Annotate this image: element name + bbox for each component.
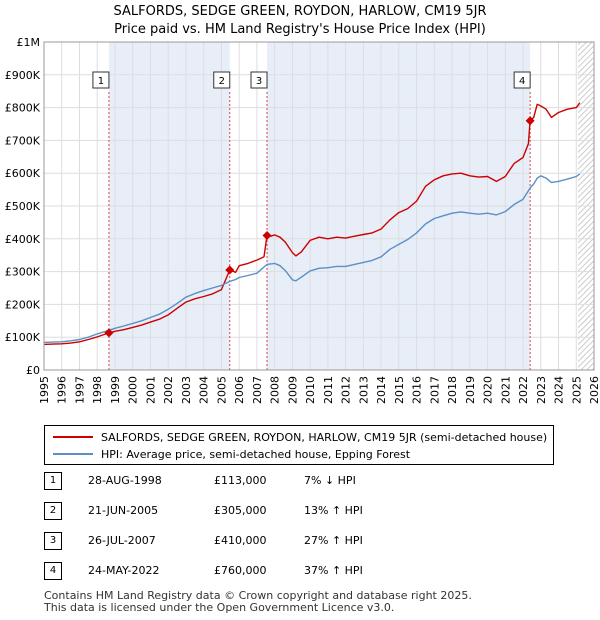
sale-label-text: 3 [256,76,262,87]
sale-row: 1 28-AUG-1998 £113,000 7% ↓ HPI [44,472,444,490]
y-tick-label: £700K [5,134,41,147]
footer-license: This data is licensed under the Open Gov… [44,601,395,614]
sale-row: 4 24-MAY-2022 £760,000 37% ↑ HPI [44,562,444,580]
footer-copyright: Contains HM Land Registry data © Crown c… [44,589,472,602]
sale-number: 1 [44,472,62,490]
sale-label-text: 2 [219,76,225,87]
sale-hpi-diff: 27% ↑ HPI [304,534,363,547]
price-chart: 1 2 3 4 £0 £100K £200K £300K £400K £500K £600K £700… [5,36,600,404]
x-tick-label: 2019 [464,376,477,404]
sale-point [525,116,535,126]
sale-date: 21-JUN-2005 [88,504,159,517]
sale-number: 2 [44,502,62,520]
sale-hpi-diff: 7% ↓ HPI [304,474,356,487]
x-tick-label: 2008 [269,376,282,404]
y-tick-label: £100K [5,331,41,344]
x-tick-label: 2016 [411,376,424,404]
sale-date: 24-MAY-2022 [88,564,160,577]
x-tick-label: 2006 [233,376,246,404]
legend-entry-hpi: HPI: Average price, semi-detached house,… [53,446,410,462]
sale-label-box [250,71,268,89]
legend-entry-property: SALFORDS, SEDGE GREEN, ROYDON, HARLOW, C… [53,429,547,445]
y-tick-label: £1M [17,36,41,49]
sale-point [262,231,272,241]
x-tick-label: 2017 [428,376,441,404]
x-tick-label: 1998 [91,376,104,404]
legend-label-property: SALFORDS, SEDGE GREEN, ROYDON, HARLOW, C… [101,430,548,444]
chart-subtitle: Price paid vs. HM Land Registry's House … [114,22,486,37]
x-tick-label: 2002 [162,376,175,404]
sale-point [104,328,114,338]
y-tick-label: £0 [26,364,40,377]
sale-number: 4 [44,562,62,580]
x-tick-label: 2013 [357,376,370,404]
sale-price: £305,000 [214,504,267,517]
x-tick-label: 1997 [73,376,86,404]
sale-date: 28-AUG-1998 [88,474,162,487]
x-tick-label: 2010 [304,376,317,404]
plot-frame [43,41,595,371]
x-tick-label: 2011 [322,376,335,404]
x-tick-label: 2004 [198,376,211,404]
y-tick-label: £200K [5,298,41,311]
x-tick-label: 2018 [446,376,459,404]
chart-legend: SALFORDS, SEDGE GREEN, ROYDON, HARLOW, C… [44,425,554,465]
x-tick-label: 1995 [38,376,51,404]
x-tick-label: 1999 [109,376,122,404]
sale-label-box [92,71,110,89]
sale-price: £113,000 [214,474,267,487]
x-tick-label: 2003 [180,376,193,404]
sale-label-text: 4 [519,76,525,87]
legend-swatch-hpi [53,453,93,455]
sale-price: £760,000 [214,564,267,577]
legend-swatch-property [53,436,93,438]
sale-label-text: 1 [98,76,104,87]
sale-price: £410,000 [214,534,267,547]
chart-title: SALFORDS, SEDGE GREEN, ROYDON, HARLOW, C… [113,4,487,19]
hpi-line [43,173,581,344]
x-tick-label: 2000 [127,376,140,404]
x-tick-label: 2014 [375,376,388,404]
sale-hpi-diff: 37% ↑ HPI [304,564,363,577]
x-tick-label: 2026 [588,376,600,404]
x-tick-label: 2005 [215,376,228,404]
legend-label-hpi: HPI: Average price, semi-detached house,… [101,447,411,461]
sale-hpi-diff: 13% ↑ HPI [304,504,363,517]
property-price-line [43,102,581,346]
sale-number: 3 [44,532,62,550]
x-tick-label: 2001 [144,376,157,404]
x-tick-label: 2024 [553,376,566,404]
sale-row: 3 26-JUL-2007 £410,000 27% ↑ HPI [44,532,444,550]
sale-label-box [213,71,231,89]
x-tick-label: 2022 [517,376,530,404]
y-tick-label: £300K [5,266,41,279]
x-tick-label: 2021 [499,376,512,404]
y-tick-label: £800K [5,102,41,115]
sale-label-box [513,71,531,89]
sale-date: 26-JUL-2007 [88,534,156,547]
sale-row: 2 21-JUN-2005 £305,000 13% ↑ HPI [44,502,444,520]
x-tick-label: 2007 [251,376,264,404]
x-tick-label: 2015 [393,376,406,404]
footer: Contains HM Land Registry data © Crown c… [44,590,472,614]
y-tick-label: £500K [5,200,41,213]
x-tick-label: 2009 [286,376,299,404]
x-tick-label: 2012 [340,376,353,404]
y-tick-label: £600K [5,167,41,180]
x-tick-label: 2025 [570,376,583,404]
x-tick-label: 2020 [482,376,495,404]
y-tick-label: £900K [5,69,41,82]
x-tick-label: 1996 [56,376,69,404]
sale-point [225,265,235,275]
x-tick-label: 2023 [535,376,548,404]
y-tick-label: £400K [5,233,41,246]
